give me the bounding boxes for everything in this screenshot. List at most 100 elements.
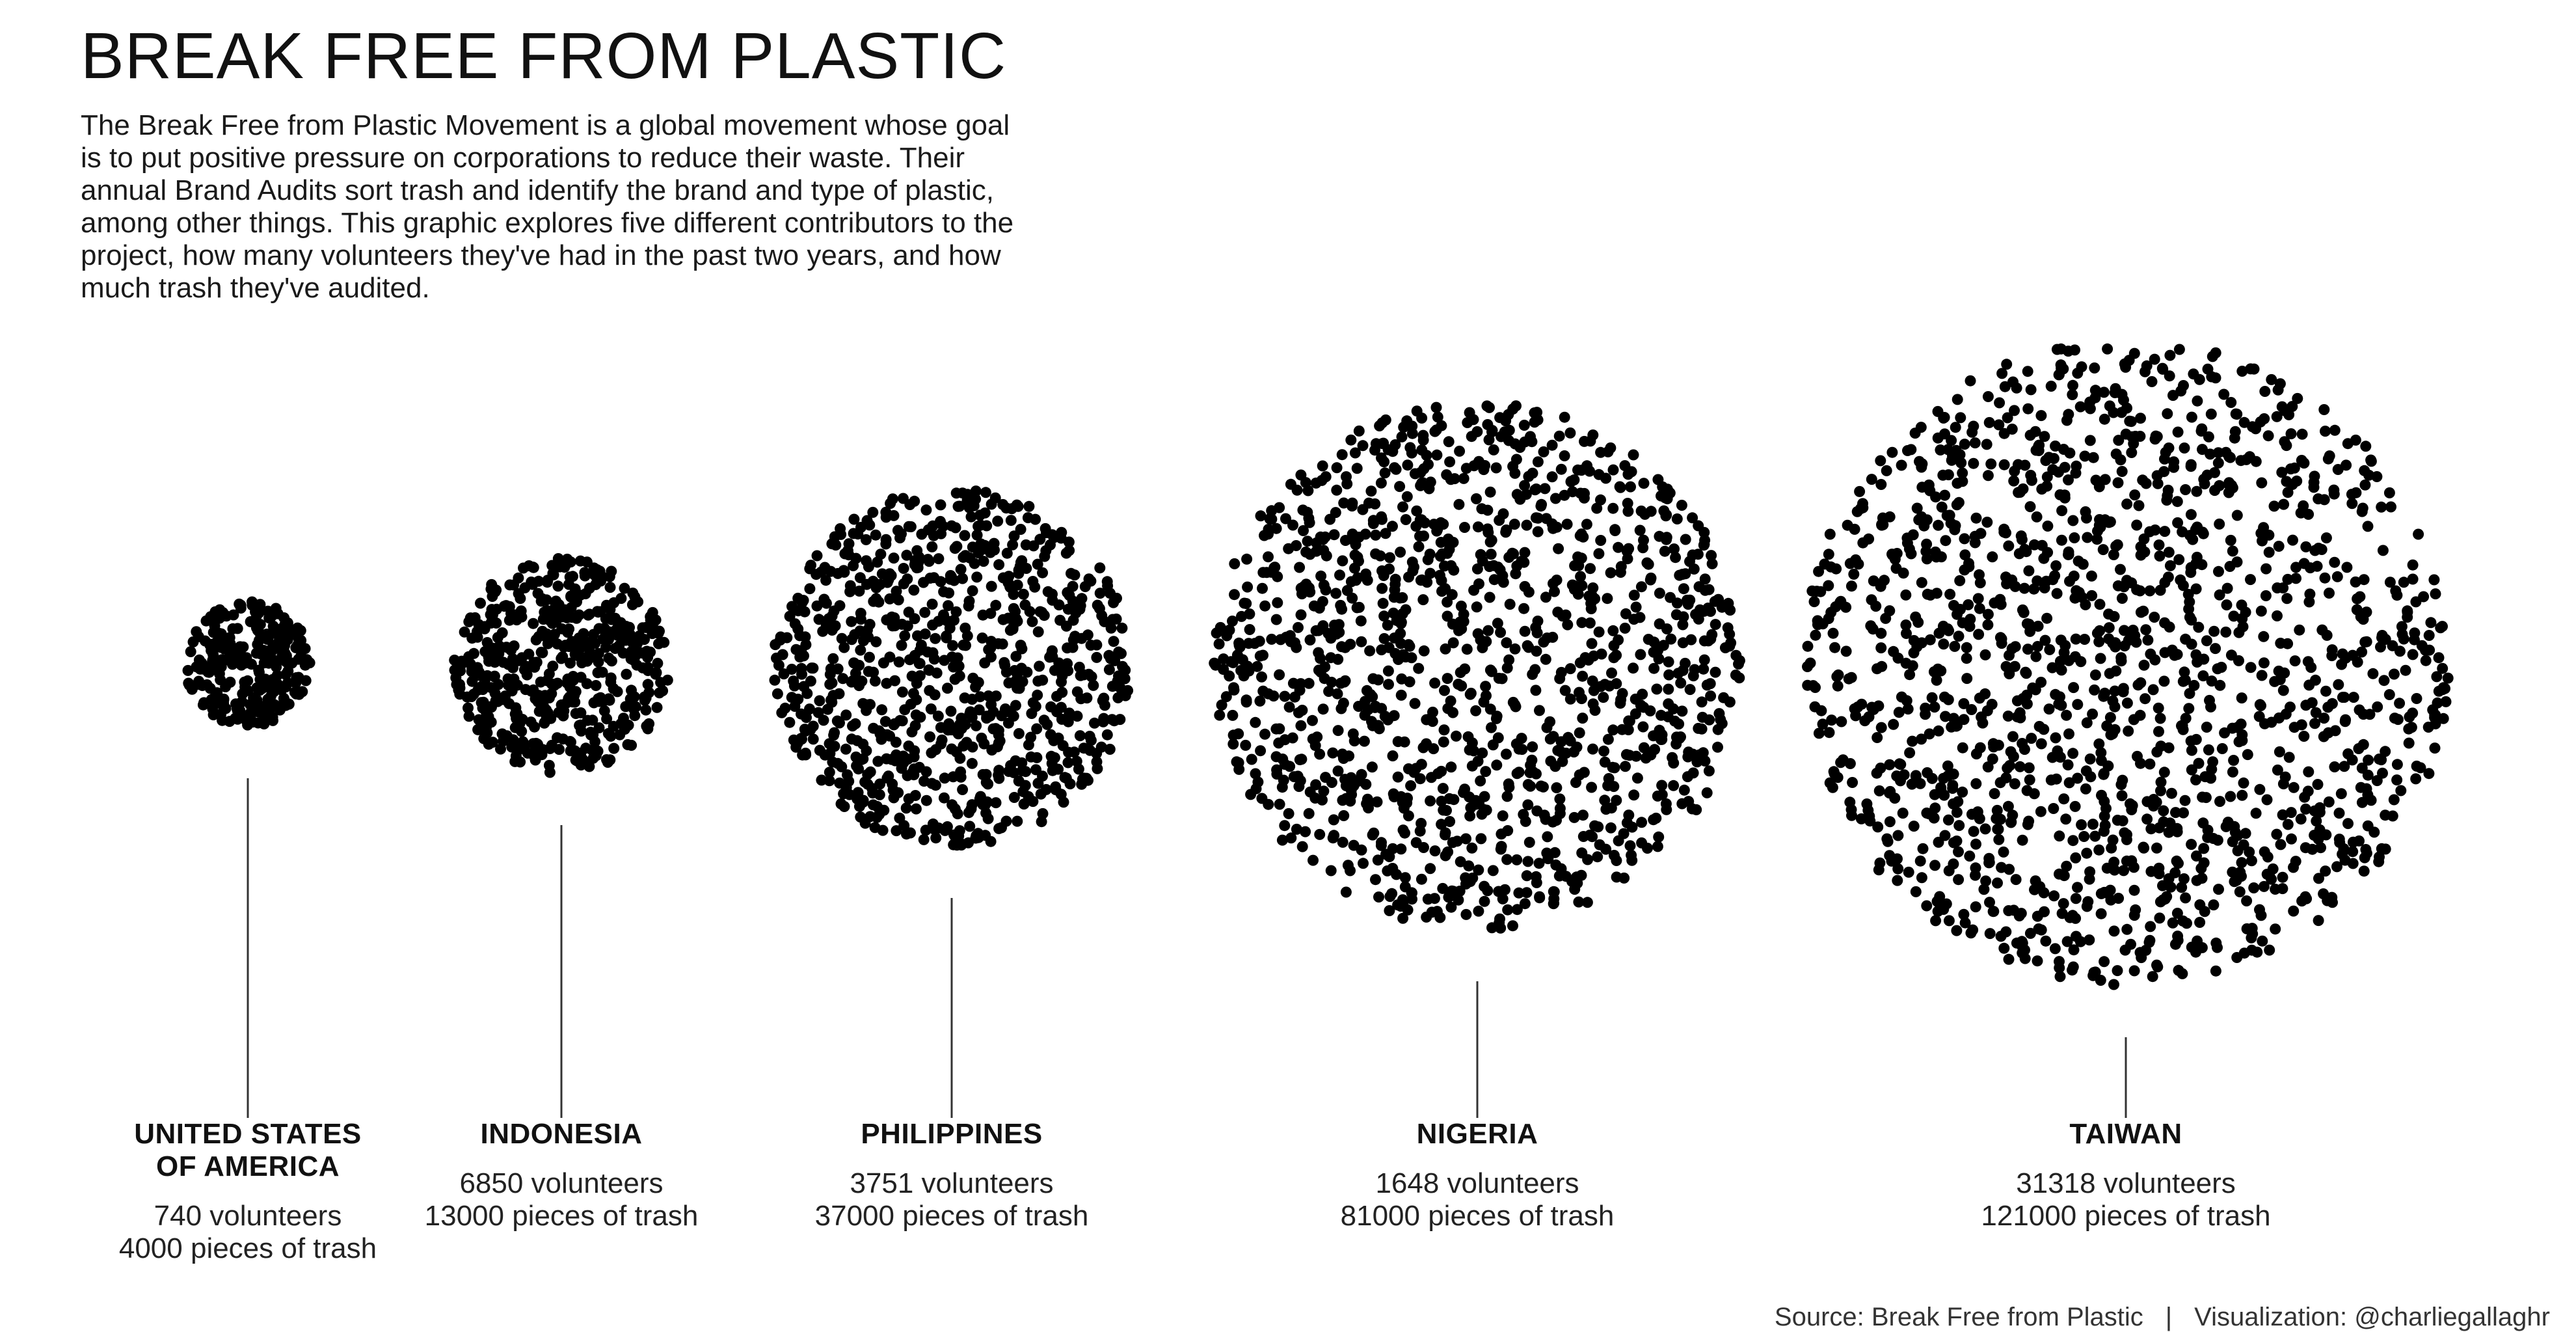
trash-dot (1551, 815, 1562, 826)
trash-dot (1902, 703, 1914, 715)
trash-dot (1581, 897, 1593, 908)
trash-dot (2135, 549, 2147, 561)
trash-dot (1917, 843, 1929, 854)
trash-dot (2208, 625, 2220, 637)
trash-dot (1437, 882, 1449, 894)
trash-dot (1583, 654, 1594, 666)
trash-dot (1317, 460, 1328, 472)
trash-dot (1920, 702, 1931, 714)
trash-dot (2110, 540, 2122, 552)
trash-dot (2272, 610, 2283, 621)
trash-dot (2383, 487, 2395, 498)
trash-dot (896, 528, 907, 539)
trash-dot (1438, 560, 1450, 572)
trash-dot (942, 683, 953, 694)
trash-dot (2261, 563, 2272, 575)
trash-dot (2135, 677, 2147, 688)
trash-dot (2054, 971, 2066, 983)
trash-dot (1105, 622, 1117, 634)
trash-dot (1296, 841, 1308, 852)
trash-dot (569, 689, 580, 701)
trash-dot (1961, 673, 1973, 685)
trash-dot (951, 541, 963, 552)
trash-dot (1384, 552, 1395, 564)
trash-dot (2242, 749, 2253, 761)
trash-dot (289, 686, 301, 698)
trash-dot (2258, 880, 2270, 892)
trash-dot (1587, 743, 1598, 755)
trash-dot (2309, 545, 2321, 556)
trash-dot (1088, 679, 1099, 691)
trash-dot (1425, 863, 1436, 875)
trash-dot (2163, 742, 2175, 754)
trash-dot (2258, 657, 2270, 669)
trash-dot (1331, 462, 1343, 474)
trash-dot (2056, 534, 2067, 546)
trash-dot (2032, 641, 2043, 652)
trash-dot (1471, 601, 1483, 613)
trash-dot (2257, 935, 2268, 947)
trash-dot (2093, 636, 2105, 647)
trash-dot (1929, 789, 1940, 800)
trash-dot (1397, 894, 1408, 906)
trash-dot (495, 743, 506, 755)
trash-dot (2259, 846, 2270, 858)
trash-dot (532, 739, 543, 750)
trash-dot (597, 666, 608, 678)
trash-dot (1678, 583, 1689, 595)
trash-dot (1586, 782, 1598, 793)
trash-dot (1025, 751, 1037, 763)
trash-dot (1464, 744, 1475, 755)
trash-dot (2220, 446, 2232, 458)
trash-dot (606, 655, 617, 667)
trash-dot (1430, 424, 1442, 436)
trash-dot (1874, 857, 1886, 869)
trash-dot (953, 830, 965, 842)
trash-dot (1402, 459, 1414, 471)
trash-dot (2229, 821, 2240, 832)
trash-dot (1910, 770, 1922, 782)
trash-dot (1934, 891, 1946, 903)
trash-dot (2309, 718, 2320, 729)
trash-dot (1366, 761, 1378, 773)
trash-dot (604, 754, 616, 766)
trash-dot (590, 680, 602, 691)
trash-dot (971, 677, 983, 689)
trash-dot (2098, 387, 2110, 398)
trash-dot (2184, 688, 2195, 700)
trash-dot (2425, 617, 2437, 629)
trash-dot (1317, 703, 1329, 715)
trash-dot (1522, 856, 1534, 867)
trash-dot (1064, 545, 1075, 556)
trash-dot (1924, 728, 1935, 740)
trash-dot (2271, 828, 2283, 840)
trash-dot (1853, 558, 1864, 570)
trash-dot (1657, 640, 1669, 651)
trash-dot (2241, 895, 2253, 906)
trash-dot (1980, 875, 1992, 887)
trash-dot (1356, 636, 1367, 647)
trash-dot (1261, 567, 1272, 578)
trash-dot (1429, 845, 1441, 857)
trash-dot (239, 676, 250, 688)
trash-dot (1529, 664, 1541, 675)
trash-dot (1058, 796, 1069, 808)
trash-dot (605, 730, 617, 742)
trash-dot (804, 703, 815, 715)
trash-dot (2313, 915, 2324, 927)
trash-dot (1904, 747, 1916, 759)
trash-dot (984, 710, 996, 722)
volunteers-count: 3751 volunteers (850, 1167, 1054, 1199)
trash-dot (2319, 572, 2331, 584)
trash-dot (1972, 808, 1983, 820)
trash-dot (1527, 741, 1538, 753)
country-name: INDONESIA (360, 1118, 763, 1150)
trash-dot (1535, 500, 1547, 512)
trash-dot (964, 821, 976, 832)
trash-dot (813, 614, 825, 625)
trash-dot (1468, 584, 1480, 596)
trash-dot (1602, 446, 1614, 457)
trash-dot (1008, 792, 1020, 803)
trash-dot (1511, 489, 1523, 500)
trash-dot (1733, 659, 1744, 670)
